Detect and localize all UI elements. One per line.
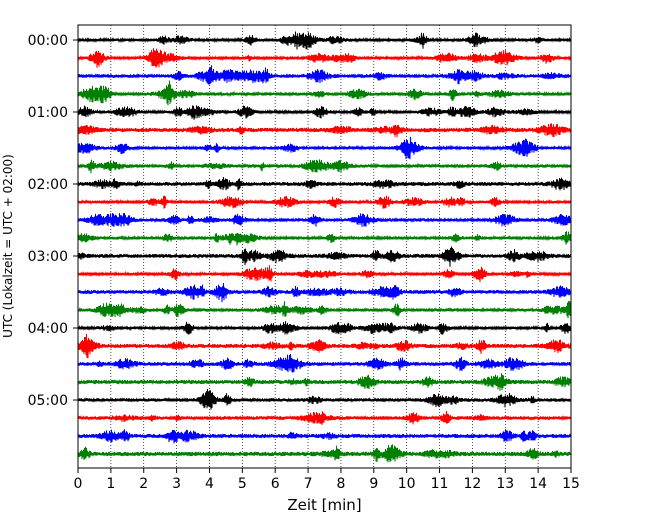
trace-row (77, 231, 572, 246)
x-tick-label: 1 (106, 476, 115, 492)
x-tick-label: 14 (529, 476, 547, 492)
x-tick-label: 15 (562, 476, 580, 492)
trace-row (77, 282, 572, 303)
trace-row (77, 48, 572, 68)
y-tick-label: 02:00 (28, 177, 68, 193)
x-tick-label: 12 (463, 476, 481, 492)
trace-row (77, 388, 572, 410)
x-tick-label: 5 (238, 476, 247, 492)
trace-row (77, 444, 572, 463)
trace-row (77, 195, 572, 209)
plot-frame (77, 24, 572, 469)
trace-row (77, 333, 572, 359)
trace-row (77, 246, 572, 267)
x-axis: 0 1 2 3 4 5 6 7 8 9 10 11 12 13 14 15 (74, 468, 580, 492)
trace-row (77, 123, 572, 138)
trace-row (77, 265, 572, 282)
trace-row (77, 136, 572, 160)
trace-row (77, 429, 572, 444)
x-tick-label: 9 (369, 476, 378, 492)
x-tick-label: 11 (431, 476, 449, 492)
x-tick-label: 10 (398, 476, 416, 492)
trace-row (77, 321, 572, 335)
seismogram-traces (77, 31, 572, 463)
x-tick-label: 8 (336, 476, 345, 492)
trace-row (77, 159, 572, 174)
x-tick-label: 2 (139, 476, 148, 492)
trace-row (77, 373, 572, 391)
trace-row (77, 354, 572, 373)
trace-row (77, 410, 572, 425)
y-tick-label: 05:00 (28, 393, 68, 409)
y-axis-title: UTC (Lokalzeit = UTC + 02:00) (1, 154, 15, 338)
trace-row (77, 65, 572, 85)
x-tick-label: 4 (205, 476, 214, 492)
x-tick-label: 3 (172, 476, 181, 492)
x-axis-title: Zeit [min] (287, 496, 361, 514)
x-tick-label: 6 (271, 476, 280, 492)
trace-row (77, 301, 572, 319)
y-tick-label: 04:00 (28, 321, 68, 337)
trace-row (77, 176, 572, 191)
x-tick-label: 13 (496, 476, 514, 492)
trace-row (77, 105, 572, 120)
trace-row (77, 80, 572, 106)
x-tick-label: 0 (74, 476, 83, 492)
y-tick-label: 00:00 (28, 33, 68, 49)
trace-row (77, 213, 572, 227)
x-tick-label: 7 (304, 476, 313, 492)
y-tick-label: 01:00 (28, 105, 68, 121)
trace-row (77, 31, 572, 50)
y-tick-label: 03:00 (28, 249, 68, 265)
y-axis: 00:00 01:00 02:00 03:00 04:00 05:00 (28, 33, 78, 409)
